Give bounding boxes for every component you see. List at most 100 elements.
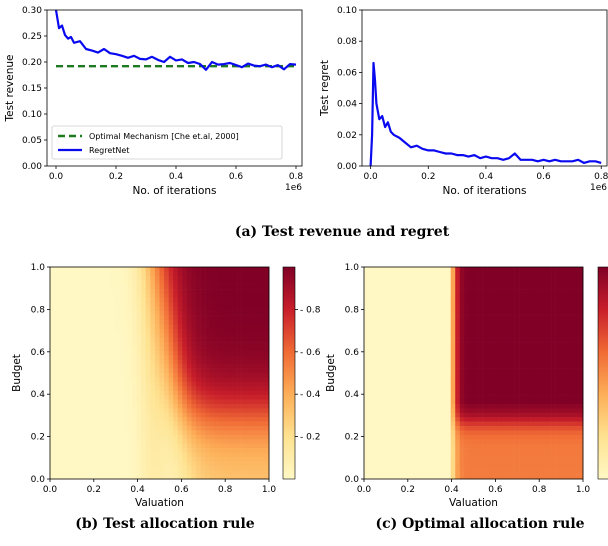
heatmap-cell bbox=[386, 386, 392, 391]
heatmap-cell bbox=[59, 368, 64, 374]
heatmap-cell bbox=[246, 333, 252, 338]
heatmap-cell bbox=[455, 373, 461, 378]
heatmap-cell bbox=[482, 426, 488, 431]
heatmap-cell bbox=[478, 355, 483, 361]
heatmap-cell bbox=[91, 337, 96, 343]
heatmap-cell bbox=[113, 271, 119, 277]
heatmap-cell bbox=[368, 302, 374, 308]
heatmap-cell bbox=[86, 439, 92, 444]
heatmap-cell bbox=[255, 324, 261, 330]
heatmap-cell bbox=[255, 368, 261, 374]
heatmap-cell bbox=[514, 381, 520, 387]
heatmap-cell bbox=[427, 403, 433, 409]
heatmap-cell bbox=[59, 267, 64, 272]
heatmap-cell bbox=[459, 417, 465, 422]
heatmap-cell bbox=[159, 399, 165, 405]
heatmap-cell bbox=[528, 390, 534, 396]
heatmap-cell bbox=[473, 412, 479, 418]
heatmap-cell bbox=[427, 408, 433, 414]
heatmap-cell bbox=[145, 342, 151, 347]
heatmap-cell bbox=[123, 271, 128, 277]
heatmap-cell bbox=[560, 452, 566, 458]
heatmap-cell bbox=[123, 470, 128, 475]
heatmap-cell bbox=[259, 470, 265, 475]
heatmap-cell bbox=[214, 461, 220, 467]
heatmap-cell bbox=[496, 359, 502, 365]
heatmap-cell bbox=[223, 355, 229, 361]
heatmap-cell bbox=[528, 426, 534, 431]
heatmap-cell bbox=[528, 430, 534, 436]
heatmap-cell bbox=[478, 275, 483, 281]
heatmap-cell bbox=[255, 302, 261, 308]
heatmap-cell bbox=[209, 275, 215, 281]
heatmap-cell bbox=[446, 452, 451, 458]
heatmap-cell bbox=[459, 324, 465, 330]
heatmap-cell bbox=[159, 297, 165, 303]
heatmap-cell bbox=[250, 364, 256, 369]
heatmap-cell bbox=[455, 293, 461, 299]
heatmap-cell bbox=[478, 390, 483, 396]
heatmap-cell bbox=[519, 474, 524, 480]
heatmap-cell bbox=[391, 421, 397, 427]
heatmap-cell bbox=[400, 461, 406, 467]
heatmap-cell bbox=[414, 275, 420, 281]
heatmap-cell bbox=[159, 448, 165, 453]
heatmap-cell bbox=[227, 408, 233, 414]
heatmap-cell bbox=[364, 337, 369, 343]
heatmap-cell bbox=[414, 333, 420, 338]
heatmap-cell bbox=[95, 448, 101, 453]
heatmap-cell bbox=[423, 412, 429, 418]
heatmap-cell bbox=[528, 470, 534, 475]
heatmap-cell bbox=[528, 337, 534, 343]
heatmap-cell bbox=[377, 271, 383, 277]
heatmap-cell bbox=[496, 306, 502, 312]
heatmap-cell bbox=[100, 399, 106, 405]
heatmap-cell bbox=[487, 465, 493, 471]
heatmap-cell bbox=[496, 368, 502, 374]
heatmap-cell bbox=[164, 443, 169, 449]
heatmap-cell bbox=[173, 470, 179, 475]
heatmap-cell bbox=[68, 377, 74, 383]
heatmap-cell bbox=[182, 350, 188, 356]
heatmap-cell bbox=[214, 364, 220, 369]
heatmap-cell bbox=[409, 311, 415, 316]
heatmap-cell bbox=[487, 403, 493, 409]
heatmap-cell bbox=[259, 474, 265, 480]
heatmap-cell bbox=[173, 306, 179, 312]
heatmap-cell bbox=[578, 320, 584, 325]
heatmap-cell bbox=[132, 417, 137, 422]
heatmap-cell bbox=[437, 386, 442, 391]
heatmap-cell bbox=[405, 346, 410, 352]
heatmap-cell bbox=[145, 465, 151, 471]
heatmap-cell bbox=[104, 395, 110, 400]
heatmap-cell bbox=[560, 395, 566, 400]
heatmap-cell bbox=[91, 342, 96, 347]
heatmap-cell bbox=[77, 390, 83, 396]
x-tick-label: 0.0 bbox=[43, 485, 58, 495]
heatmap-cell bbox=[423, 421, 429, 427]
heatmap-cell bbox=[91, 346, 96, 352]
heatmap-cell bbox=[386, 412, 392, 418]
heatmap-cell bbox=[478, 359, 483, 365]
heatmap-cell bbox=[496, 289, 502, 294]
heatmap-cell bbox=[191, 342, 197, 347]
heatmap-cell bbox=[395, 333, 401, 338]
heatmap-cell bbox=[382, 443, 388, 449]
heatmap-cell bbox=[573, 328, 579, 334]
heatmap-cell bbox=[173, 381, 179, 387]
heatmap-cell bbox=[241, 320, 247, 325]
heatmap-cell bbox=[395, 395, 401, 400]
heatmap-cell bbox=[537, 474, 543, 480]
heatmap-cell bbox=[551, 408, 556, 414]
heatmap-cell bbox=[391, 412, 397, 418]
heatmap-cell bbox=[478, 434, 483, 440]
heatmap-cell bbox=[241, 408, 247, 414]
heatmap-cell bbox=[368, 461, 374, 467]
heatmap-cell bbox=[386, 408, 392, 414]
heatmap-cell bbox=[200, 368, 206, 374]
heatmap-cell bbox=[209, 337, 215, 343]
heatmap-cell bbox=[382, 434, 388, 440]
heatmap-cell bbox=[555, 403, 561, 409]
heatmap-cell bbox=[528, 474, 534, 480]
heatmap-cell bbox=[77, 280, 83, 285]
